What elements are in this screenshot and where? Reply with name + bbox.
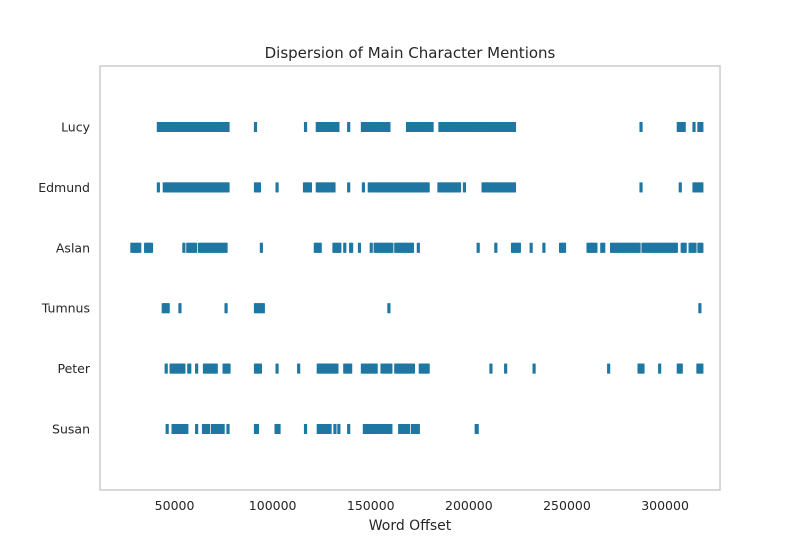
dispersion-marks (130, 122, 704, 434)
plot-frame (99, 65, 721, 491)
x-tick-label: 50000 (155, 498, 195, 513)
x-tick-label: 150000 (347, 498, 395, 513)
y-tick-labels: Lucy Edmund Aslan Tumnus Peter Susan (38, 120, 91, 437)
chart-title: Dispersion of Main Character Mentions (265, 44, 556, 62)
y-tick-label-edmund: Edmund (38, 180, 90, 195)
x-tick-label: 250000 (543, 498, 591, 513)
x-tick-labels: 50000 100000 150000 200000 250000 300000 (155, 498, 689, 513)
y-tick-label-peter: Peter (57, 361, 90, 376)
y-tick-label-susan: Susan (52, 422, 90, 437)
x-tick-label: 100000 (249, 498, 297, 513)
x-tick-label: 200000 (445, 498, 493, 513)
series-peter (164, 363, 704, 374)
series-tumnus (161, 303, 702, 314)
series-lucy (156, 122, 704, 132)
y-tick-label-lucy: Lucy (61, 120, 91, 135)
y-tick-label-tumnus: Tumnus (41, 301, 90, 316)
x-tick-label: 300000 (641, 498, 689, 513)
series-edmund (156, 182, 704, 193)
y-tick-label-aslan: Aslan (56, 240, 90, 255)
x-axis-label: Word Offset (369, 518, 452, 534)
series-susan (165, 424, 479, 434)
series-aslan (130, 242, 704, 253)
